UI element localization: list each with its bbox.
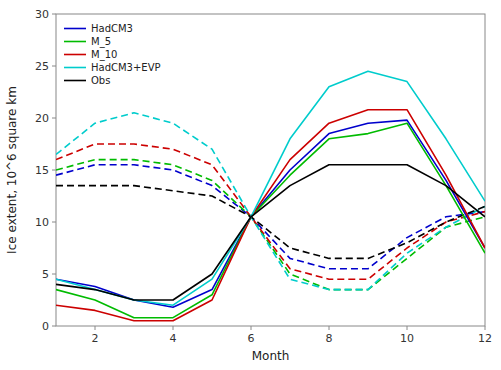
y-tick-label: 15: [35, 164, 49, 177]
legend-label: HadCM3+EVP: [91, 62, 161, 73]
x-tick: [95, 326, 96, 330]
x-tick-label: 8: [326, 332, 333, 345]
x-tick-label: 4: [170, 332, 177, 345]
x-axis-label: Month: [252, 349, 290, 363]
y-tick: [52, 170, 56, 171]
line: [56, 120, 485, 307]
y-axis-label: Ice extent, 10^6 square km: [5, 86, 19, 254]
line: [56, 110, 485, 321]
x-tick: [251, 326, 252, 330]
x-tick: [329, 326, 330, 330]
legend-label: M_5: [91, 36, 111, 48]
legend-swatch: [64, 28, 86, 30]
axes: 2 4 6 8 10 12 0 5 10 15 20 25 30: [35, 8, 492, 345]
legend-label: M_10: [91, 49, 117, 61]
dashed-line: [56, 165, 485, 269]
y-tick: [52, 14, 56, 15]
legend-swatch: [64, 80, 86, 82]
x-tick: [173, 326, 174, 330]
chart: 2 4 6 8 10 12 0 5 10 15 20 25 30 Month Ice extent, 10^…: [0, 0, 501, 370]
y-tick: [52, 326, 56, 327]
lines: [56, 71, 485, 321]
legend-swatch: [64, 67, 86, 69]
legend: HadCM3 M_5M_10HadCM3+EVP Obs: [64, 23, 161, 86]
x-tick-label: 10: [400, 332, 414, 345]
legend-label: Obs: [91, 75, 110, 86]
y-tick-label: 30: [35, 8, 49, 21]
line: [56, 71, 485, 305]
dashed-line: [56, 144, 485, 279]
x-tick-label: 12: [478, 332, 492, 345]
legend-label: HadCM3: [91, 23, 133, 34]
y-tick: [52, 274, 56, 275]
y-tick-label: 0: [42, 320, 49, 333]
y-tick: [52, 66, 56, 67]
y-tick: [52, 118, 56, 119]
y-tick-label: 25: [35, 60, 49, 73]
y-tick-label: 10: [35, 216, 49, 229]
x-tick: [485, 326, 486, 330]
legend-swatch: [64, 54, 86, 56]
y-tick-label: 20: [35, 112, 49, 125]
x-tick-label: 2: [92, 332, 99, 345]
plot-frame: [56, 14, 485, 326]
line: [56, 123, 485, 317]
line: [56, 165, 485, 300]
y-tick: [52, 222, 56, 223]
x-tick: [407, 326, 408, 330]
x-tick-label: 6: [248, 332, 255, 345]
legend-swatch: [64, 41, 86, 43]
y-tick-label: 5: [42, 268, 49, 281]
